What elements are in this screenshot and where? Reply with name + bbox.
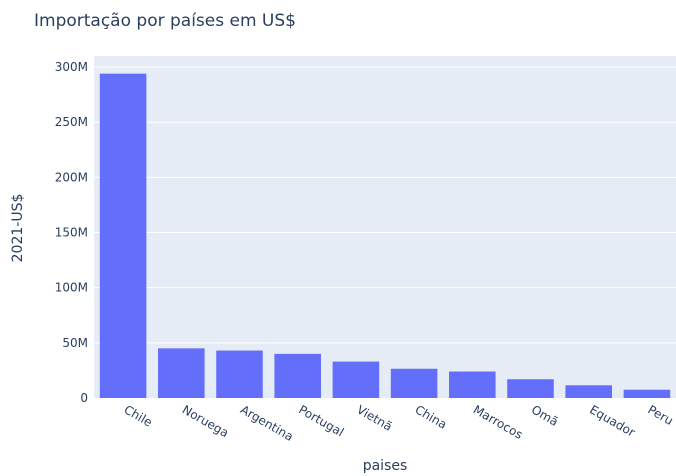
x-tick-label: Chile: [122, 402, 155, 429]
bar-noruega: [158, 348, 205, 398]
bars: [99, 73, 671, 399]
x-tick-label: Portugal: [296, 402, 346, 439]
x-axis-label: paises: [363, 458, 408, 474]
bar-peru: [623, 389, 671, 398]
x-axis-ticks: Chile Noruega Argentina Portugal Vietnã China…: [122, 402, 676, 443]
bar-china: [390, 368, 438, 398]
bar-equador: [565, 385, 612, 398]
y-tick-label: 300M: [55, 60, 88, 74]
x-tick-label: Argentina: [238, 402, 296, 443]
plot-area: [94, 56, 676, 398]
chart-title: Importação por países em US$: [34, 11, 296, 31]
bar-omã: [507, 379, 554, 398]
bar-chile: [99, 73, 147, 399]
x-tick-label: Marrocos: [471, 402, 525, 441]
y-axis-ticks: 0 50M 100M 150M 200M 250M 300M: [55, 60, 88, 405]
y-tick-label: 200M: [55, 170, 88, 184]
y-tick-label: 0: [80, 391, 88, 405]
y-tick-label: 250M: [55, 115, 88, 129]
x-tick-label: Peru: [645, 402, 675, 427]
bar-portugal: [274, 353, 321, 398]
bar-marrocos: [449, 371, 496, 398]
x-tick-label: Vietnã: [354, 402, 394, 433]
y-tick-label: 50M: [62, 336, 88, 350]
x-tick-label: Noruega: [180, 402, 231, 440]
bar-vietnã: [332, 361, 380, 398]
x-tick-label: Equador: [587, 402, 637, 439]
y-axis-label: 2021-US$: [10, 194, 26, 263]
y-tick-label: 150M: [55, 226, 88, 240]
x-tick-label: Omã: [529, 402, 561, 428]
y-tick-label: 100M: [55, 281, 88, 295]
gridlines: [94, 66, 676, 344]
x-tick-label: China: [413, 402, 450, 431]
bar-argentina: [216, 350, 263, 398]
